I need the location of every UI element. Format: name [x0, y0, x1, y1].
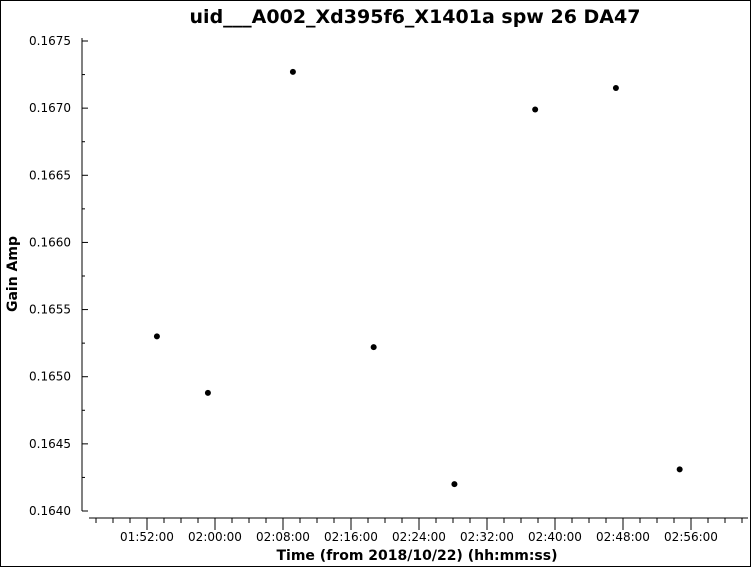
y-tick-label: 0.1670: [29, 101, 71, 115]
x-tick-label: 02:08:00: [256, 530, 310, 544]
y-tick-label: 0.1665: [29, 168, 71, 182]
x-tick-label: 02:16:00: [324, 530, 378, 544]
data-point: [532, 106, 539, 113]
chart-title: uid___A002_Xd395f6_X1401a spw 26 DA47: [190, 6, 641, 28]
data-point: [676, 466, 683, 473]
x-tick-label: 02:32:00: [460, 530, 514, 544]
x-tick-label: 02:24:00: [392, 530, 446, 544]
y-axis-ticks: 0.1640 0.1645 0.1650 0.1655 0.1660 0.1665 0.16…: [29, 34, 88, 518]
data-point: [153, 333, 160, 340]
y-tick-label: 0.1640: [29, 504, 71, 518]
data-point: [451, 481, 458, 488]
data-point: [370, 344, 377, 351]
data-point: [289, 68, 296, 75]
data-point: [204, 389, 211, 396]
x-tick-label: 02:00:00: [188, 530, 242, 544]
data-point: [612, 85, 619, 91]
y-axis-label: Gain Amp: [5, 236, 21, 312]
y-tick-label: 0.1655: [29, 303, 71, 317]
x-tick-label: 02:40:00: [528, 530, 582, 544]
x-axis-label: Time (from 2018/10/22) (hh:mm:ss): [277, 548, 558, 564]
x-tick-label: 02:48:00: [596, 530, 650, 544]
y-tick-label: 0.1650: [29, 370, 71, 384]
y-tick-label: 0.1660: [29, 235, 71, 249]
x-axis-ticks: 01:52:00 02:00:00 02:08:00 02:16:00 02:24:00…: [95, 518, 743, 544]
x-tick-label: 02:56:00: [664, 530, 718, 544]
y-tick-label: 0.1645: [29, 437, 71, 451]
y-tick-label: 0.1675: [29, 34, 71, 48]
x-tick-label: 01:52:00: [120, 530, 174, 544]
data-points: [153, 68, 683, 488]
